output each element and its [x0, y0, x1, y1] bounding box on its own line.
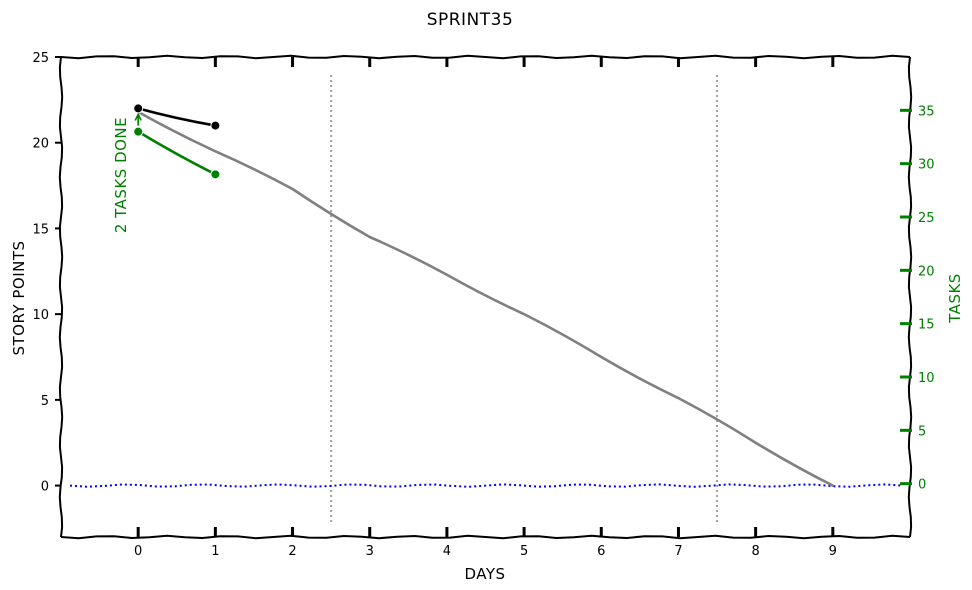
data-point-2-1 [210, 169, 221, 180]
x-axis-label: DAYS [464, 565, 505, 583]
y2-tick-label: 25 [918, 211, 935, 226]
y2-tick-label: 15 [918, 318, 935, 333]
data-point-1-1 [210, 120, 221, 131]
y-tick-label: 5 [41, 394, 49, 409]
ticks-layer: 0 1 2 3 4 5 6 7 8 9 0 5 10 15 20 25 0 5 10 15 20 25 30 35 [32, 51, 934, 559]
guide-lines-layer [69, 75, 903, 522]
x-tick-label: 0 [134, 544, 142, 559]
frame-top [60, 54, 911, 60]
y2-tick-label: 20 [918, 264, 935, 279]
x-tick-label: 6 [597, 544, 605, 559]
x-tick-label: 8 [751, 544, 759, 559]
y2-tick-label: 30 [918, 158, 935, 173]
y2-axis-label: TASKS [946, 273, 964, 324]
x-tick-label: 5 [520, 544, 528, 559]
y2-tick-label: 0 [918, 478, 926, 493]
y-tick-label: 15 [32, 222, 49, 237]
y-tick-label: 25 [32, 51, 49, 66]
data-point-2-0 [133, 126, 144, 137]
x-tick-label: 1 [211, 544, 219, 559]
frame-bottom [60, 534, 911, 540]
y-axis-label: STORY POINTS [10, 240, 28, 355]
series-line-1 [136, 107, 217, 127]
series-line-0 [136, 110, 835, 487]
zero-baseline [69, 483, 903, 488]
y2-tick-label: 35 [918, 104, 935, 119]
x-tick-label: 9 [829, 544, 837, 559]
x-tick-label: 3 [366, 544, 374, 559]
y2-tick-label: 10 [918, 371, 935, 386]
y-tick-label: 10 [32, 308, 49, 323]
chart-title: SPRINT35 [427, 10, 514, 30]
x-tick-label: 4 [443, 544, 451, 559]
tasks-done-annotation: 2 TASKS DONE [112, 117, 130, 233]
x-tick-label: 2 [288, 544, 296, 559]
plot-frame-layer [58, 54, 913, 540]
x-tick-label: 7 [674, 544, 682, 559]
y-tick-label: 20 [32, 137, 49, 152]
series-layer [133, 103, 835, 487]
y2-tick-label: 5 [918, 424, 926, 439]
frame-right [907, 56, 913, 538]
y-tick-label: 0 [41, 480, 49, 495]
data-point-1-0 [133, 103, 144, 114]
annotation-arrow-head [134, 112, 142, 121]
series-line-2 [136, 130, 217, 176]
frame-left [58, 56, 64, 538]
